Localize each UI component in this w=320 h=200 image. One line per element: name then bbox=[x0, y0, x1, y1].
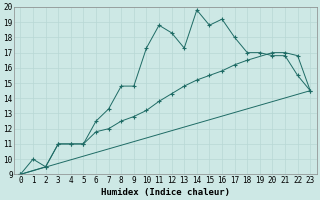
X-axis label: Humidex (Indice chaleur): Humidex (Indice chaleur) bbox=[101, 188, 230, 197]
